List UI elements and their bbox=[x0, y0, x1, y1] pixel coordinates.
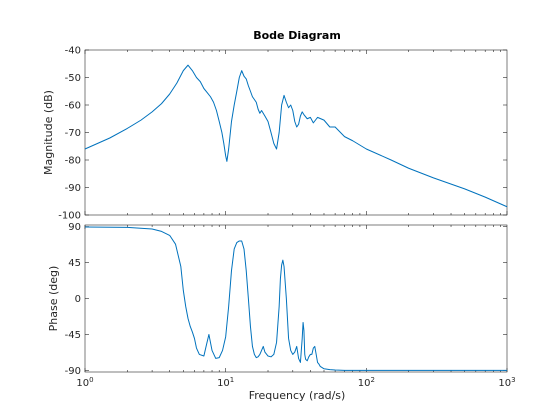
phase-ytick-label: -90 bbox=[65, 366, 81, 377]
x-tick-labels: 100 101 102 103 bbox=[76, 376, 515, 389]
magnitude-ytick-label: -100 bbox=[58, 211, 81, 222]
magnitude-axes: -100 -90 -80 -70 -60 -50 -40 Magnitude (dB) bbox=[42, 46, 508, 222]
x-tick-label: 100 bbox=[76, 376, 93, 389]
x-tick-label: 102 bbox=[358, 376, 375, 389]
magnitude-y-tick-labels: -100 -90 -80 -70 -60 -50 -40 bbox=[58, 46, 81, 222]
magnitude-ticks bbox=[84, 49, 508, 216]
phase-curve bbox=[84, 226, 507, 371]
magnitude-axis-label: Magnitude (dB) bbox=[42, 90, 55, 175]
x-tick-label: 101 bbox=[217, 376, 234, 389]
magnitude-ytick-label: -50 bbox=[65, 73, 81, 84]
phase-axis-label: Phase (deg) bbox=[47, 266, 60, 332]
phase-ytick-label: 90 bbox=[68, 222, 81, 233]
magnitude-plot-area bbox=[84, 49, 508, 216]
phase-ytick-label: -45 bbox=[65, 330, 81, 341]
phase-axes: -90 -45 0 45 90 Phase (deg) bbox=[47, 222, 508, 377]
chart-title: Bode Diagram bbox=[253, 29, 341, 42]
x-axis-label: Frequency (rad/s) bbox=[249, 389, 346, 402]
phase-ytick-label: 0 bbox=[75, 294, 81, 305]
magnitude-curve bbox=[84, 64, 508, 208]
magnitude-ytick-label: -60 bbox=[65, 101, 81, 112]
magnitude-ytick-label: -70 bbox=[65, 128, 81, 139]
magnitude-ytick-label: -40 bbox=[65, 46, 81, 57]
x-tick-label: 103 bbox=[498, 376, 515, 389]
phase-y-tick-labels: -90 -45 0 45 90 bbox=[65, 222, 81, 377]
phase-ytick-label: 45 bbox=[68, 258, 81, 269]
magnitude-ytick-label: -80 bbox=[65, 156, 81, 167]
magnitude-ytick-label: -90 bbox=[65, 183, 81, 194]
